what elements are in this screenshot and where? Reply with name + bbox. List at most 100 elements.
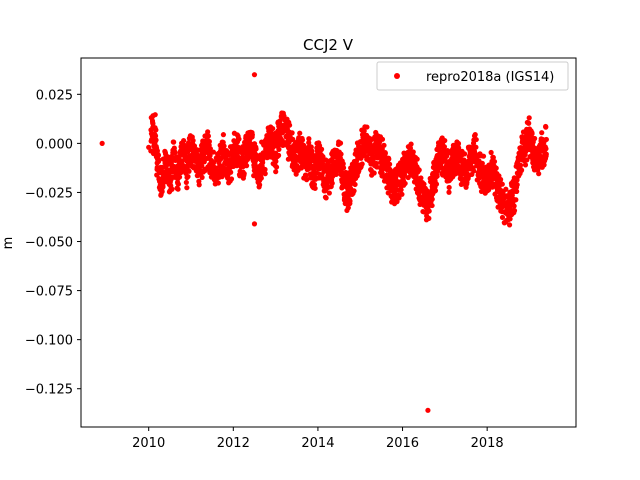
- legend: repro2018a (IGS14): [376, 61, 569, 91]
- data-point: [399, 191, 405, 197]
- x-tick-label: 2010: [132, 436, 165, 451]
- data-point: [297, 130, 303, 136]
- data-point: [543, 124, 549, 130]
- data-point: [434, 173, 440, 179]
- data-point: [439, 159, 445, 166]
- data-point: [517, 162, 524, 168]
- data-point: [206, 138, 212, 145]
- data-point: [172, 150, 178, 156]
- data-point: [171, 139, 177, 145]
- data-point: [253, 146, 259, 152]
- y-tick-label: −0.025: [25, 186, 73, 201]
- data-point: [408, 141, 414, 147]
- data-point: [215, 180, 221, 186]
- data-point: [326, 190, 332, 196]
- data-point: [236, 136, 242, 142]
- data-point: [425, 407, 431, 413]
- data-point: [490, 154, 496, 161]
- data-point: [153, 137, 159, 143]
- data-point: [493, 165, 499, 171]
- x-tick-label: 2012: [217, 436, 250, 451]
- data-point: [479, 163, 486, 170]
- data-point: [311, 181, 318, 188]
- data-point: [347, 198, 353, 204]
- data-point: [270, 125, 276, 132]
- data-point: [205, 129, 211, 135]
- data-point: [273, 164, 280, 170]
- data-point: [308, 144, 314, 150]
- data-point: [276, 146, 282, 152]
- data-point: [361, 128, 367, 134]
- data-point: [488, 149, 494, 156]
- data-point: [260, 159, 266, 166]
- data-point: [522, 162, 529, 168]
- y-tick-label: 0.000: [36, 137, 73, 152]
- data-point: [286, 122, 293, 128]
- data-point: [228, 169, 234, 175]
- data-point: [398, 187, 404, 193]
- data-point: [207, 146, 213, 152]
- data-point: [524, 157, 530, 163]
- data-point: [181, 138, 187, 144]
- data-point: [503, 186, 509, 192]
- data-point: [421, 181, 427, 187]
- data-point: [364, 124, 370, 130]
- y-tick-label: 0.025: [36, 88, 73, 103]
- data-point: [175, 186, 181, 192]
- data-point: [176, 174, 183, 180]
- data-point: [499, 181, 505, 187]
- data-point: [441, 144, 448, 150]
- data-point: [303, 172, 309, 178]
- data-point: [386, 156, 392, 162]
- data-point: [371, 170, 377, 176]
- data-point: [249, 132, 255, 138]
- data-point: [337, 140, 344, 146]
- data-point: [379, 136, 386, 142]
- data-point: [171, 145, 177, 151]
- data-point: [257, 182, 263, 188]
- data-point: [514, 188, 520, 195]
- data-point: [210, 149, 217, 155]
- data-point: [301, 142, 307, 148]
- data-point: [433, 181, 440, 187]
- data-point: [150, 120, 156, 126]
- data-point: [542, 137, 548, 143]
- data-point: [220, 132, 227, 138]
- y-tick-label: −0.050: [25, 236, 73, 251]
- data-point: [156, 157, 162, 163]
- data-point: [461, 151, 468, 157]
- data-point: [526, 120, 532, 126]
- data-point: [294, 163, 300, 169]
- data-point: [241, 171, 247, 177]
- data-point: [169, 186, 175, 192]
- data-point: [221, 143, 227, 149]
- legend-label: repro2018a (IGS14): [426, 70, 554, 85]
- legend-frame: [376, 61, 569, 91]
- data-point: [426, 208, 432, 214]
- data-point: [410, 149, 416, 155]
- data-point: [514, 182, 520, 188]
- plot-area: 2010 2012 2014 2016 2018 0.025 0.000 −0.025 −0.0…: [25, 57, 577, 451]
- data-point: [432, 188, 439, 194]
- data-point: [304, 177, 310, 183]
- data-point: [473, 144, 479, 150]
- data-point: [446, 184, 452, 191]
- data-point: [179, 158, 185, 164]
- data-point: [273, 158, 279, 164]
- data-point: [289, 130, 295, 136]
- data-point: [472, 132, 478, 138]
- data-point: [359, 161, 365, 167]
- data-point: [539, 130, 545, 136]
- data-point: [541, 162, 547, 168]
- data-point: [382, 150, 388, 156]
- data-point: [536, 171, 542, 177]
- data-point: [381, 142, 387, 148]
- data-point: [407, 145, 414, 151]
- data-point: [351, 188, 357, 194]
- chart-title: CCJ2 V: [303, 36, 354, 54]
- data-point: [429, 202, 435, 209]
- data-point: [199, 174, 205, 180]
- data-point: [340, 161, 346, 167]
- data-point: [386, 161, 393, 167]
